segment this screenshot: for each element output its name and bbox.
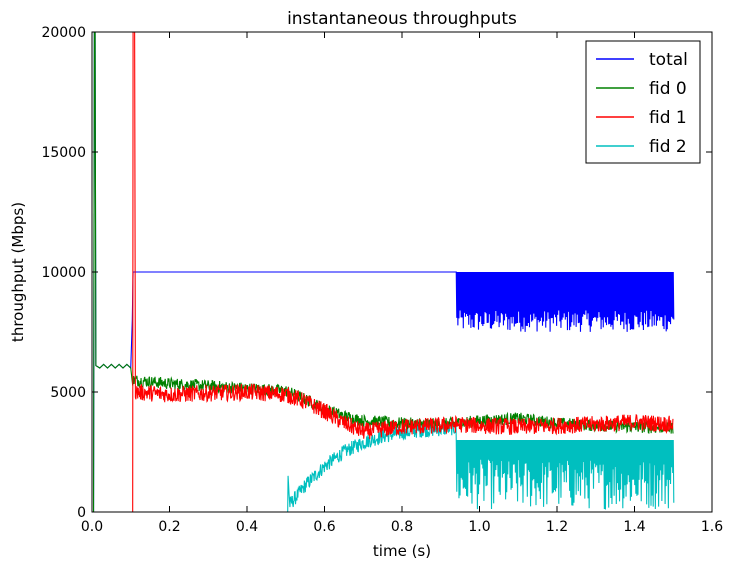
legend-box xyxy=(585,40,701,164)
y-axis-label: throughput (Mbps) xyxy=(9,202,27,342)
x-axis-label: time (s) xyxy=(373,542,431,560)
x-tick-label: 1.6 xyxy=(701,519,723,535)
legend-label: fid 2 xyxy=(649,137,687,157)
x-tick-label: 0.8 xyxy=(391,519,413,535)
legend-label: fid 1 xyxy=(649,108,687,128)
legend-label: fid 0 xyxy=(649,79,687,99)
y-tick-label: 0 xyxy=(77,505,86,521)
x-tick-label: 1.2 xyxy=(546,519,568,535)
x-tick-label: 0.0 xyxy=(81,519,103,535)
y-tick-label: 10000 xyxy=(41,265,86,281)
x-tick-label: 0.2 xyxy=(158,519,180,535)
series-line-fid-2 xyxy=(92,420,675,512)
series-line-total xyxy=(92,32,675,512)
series-line-fid-1 xyxy=(92,32,674,512)
x-tick-label: 0.6 xyxy=(313,519,335,535)
chart-title: instantaneous throughputs xyxy=(287,9,517,29)
y-tick-label: 15000 xyxy=(41,145,86,161)
y-tick-label: 5000 xyxy=(50,385,86,401)
legend: total fid 0 fid 1 fid 2 xyxy=(585,40,701,164)
y-tick-label: 20000 xyxy=(41,25,86,41)
x-tick-label: 1.4 xyxy=(623,519,645,535)
x-tick-label: 1.0 xyxy=(468,519,490,535)
x-tick-label: 0.4 xyxy=(236,519,258,535)
axis-ticks: 0.0 0.2 0.4 0.6 0.8 1.0 1.2 1.4 1.6 0 5000 10000 150… xyxy=(41,25,723,535)
legend-label: total xyxy=(649,50,688,70)
series-layer xyxy=(92,32,675,512)
